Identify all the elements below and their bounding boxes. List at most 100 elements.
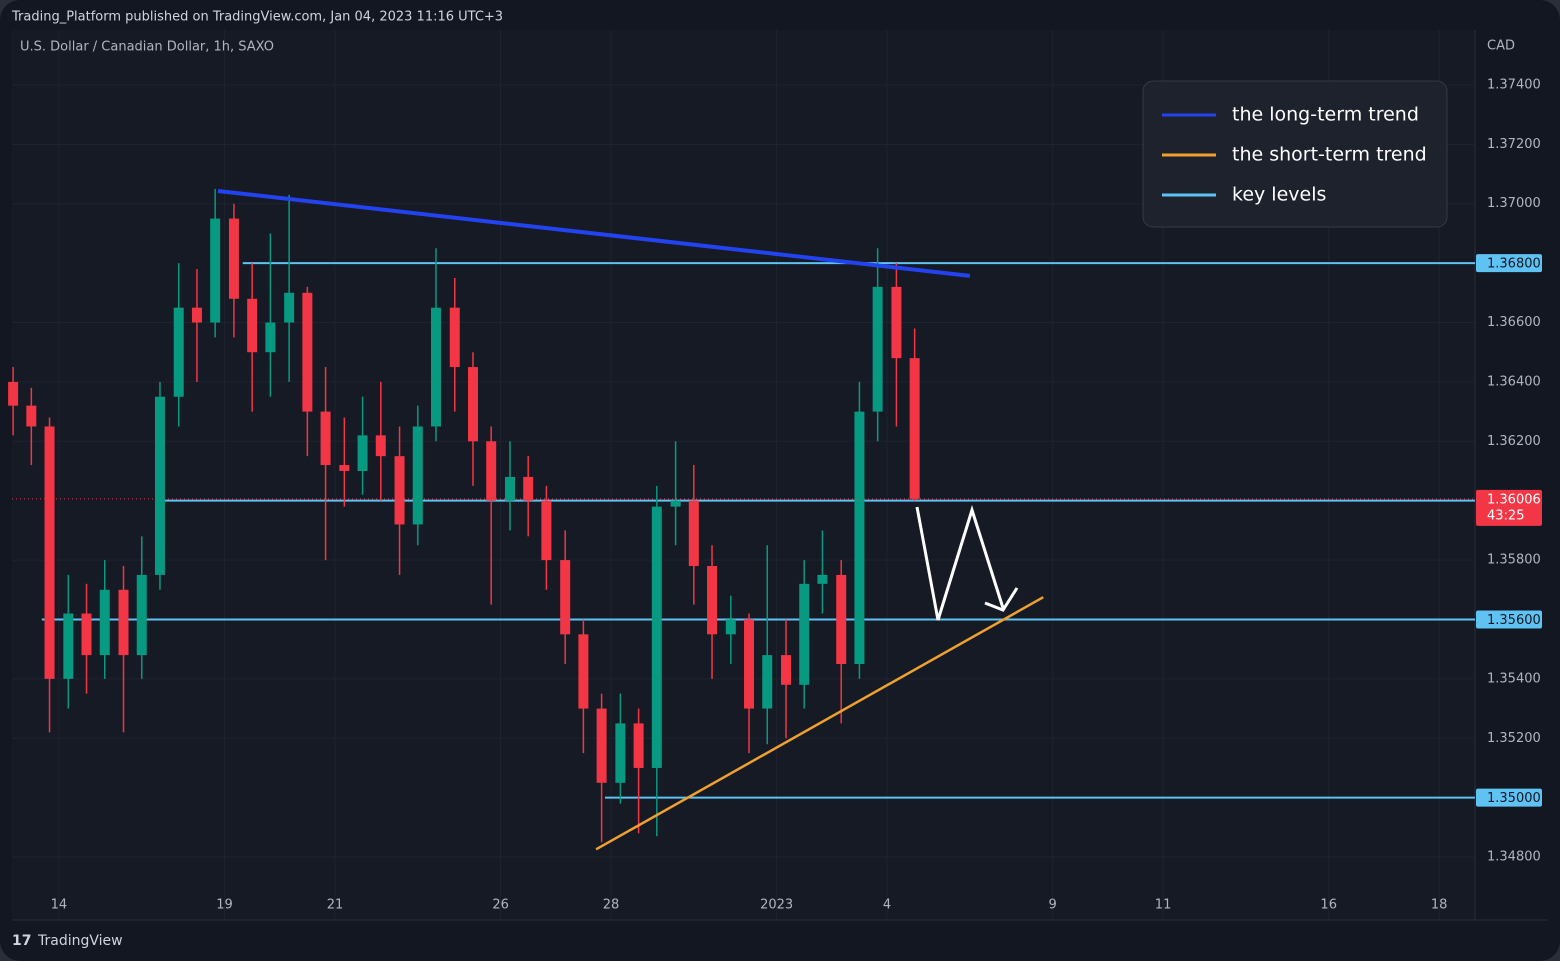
- trend-line: [217, 188, 971, 278]
- candle-body: [118, 589, 129, 656]
- y-tick-label: 1.37400: [1487, 77, 1541, 92]
- candle-body: [449, 307, 460, 368]
- candle-body: [725, 619, 736, 635]
- key-level-label: 1.35000: [1487, 791, 1541, 806]
- footer-brand: TradingView: [37, 933, 123, 949]
- x-tick-label: 9: [1049, 898, 1057, 913]
- candle-body: [357, 435, 368, 471]
- logo: 17: [12, 933, 31, 949]
- candle-body: [707, 566, 718, 635]
- publisher: Trading_Platform published on TradingVie…: [11, 10, 503, 25]
- candle-body: [504, 476, 515, 501]
- last-price-tag: [1476, 489, 1542, 526]
- candle-body: [228, 218, 239, 299]
- candle-body: [633, 723, 644, 768]
- candle-body: [615, 723, 626, 783]
- candle-body: [26, 405, 37, 427]
- y-axis-label: CAD: [1487, 39, 1515, 54]
- candle-body: [44, 426, 55, 679]
- candle-body: [339, 465, 350, 471]
- y-tick-label: 1.35400: [1487, 671, 1541, 686]
- candle-body: [560, 560, 571, 635]
- candle-body: [523, 476, 534, 501]
- countdown: 43:25: [1487, 508, 1524, 523]
- candle-body: [596, 708, 607, 783]
- candle-body: [799, 583, 810, 685]
- y-tick-label: 1.36200: [1487, 434, 1541, 449]
- candle-body: [781, 655, 792, 685]
- candle-body: [412, 426, 423, 525]
- chart-title: U.S. Dollar / Canadian Dollar, 1h, SAXO: [20, 40, 274, 55]
- key-level-tag: [1476, 788, 1542, 807]
- x-tick-label: 2023: [760, 898, 793, 913]
- candle-body: [320, 411, 331, 466]
- candle-body: [210, 218, 221, 323]
- candle-body: [302, 292, 313, 412]
- candle-body: [191, 307, 202, 323]
- trend-line: [595, 596, 1044, 851]
- candle-body: [744, 619, 755, 709]
- key-level-tag: [1476, 610, 1542, 629]
- candle-body: [909, 358, 920, 499]
- x-tick-label: 16: [1320, 898, 1337, 913]
- x-tick-label: 21: [327, 898, 344, 913]
- y-tick-label: 1.35800: [1487, 553, 1541, 568]
- legend-label: the short-term trend: [1232, 144, 1427, 166]
- key-level-label: 1.35600: [1487, 613, 1541, 628]
- legend-label: key levels: [1232, 184, 1326, 206]
- x-tick-label: 28: [603, 898, 620, 913]
- candle-body: [854, 411, 865, 665]
- x-tick-label: 11: [1155, 898, 1172, 913]
- y-tick-label: 1.37000: [1487, 196, 1541, 211]
- candle-body: [394, 456, 405, 525]
- candle-body: [836, 574, 847, 665]
- key-level-tag: [1476, 254, 1542, 273]
- arrow-head: [984, 587, 1019, 612]
- candle-body: [81, 613, 92, 656]
- candle-body: [467, 367, 478, 442]
- candle-body: [99, 589, 110, 656]
- x-tick-label: 26: [492, 898, 509, 913]
- candle-body: [872, 286, 883, 412]
- trend-lines: [217, 188, 1044, 851]
- candles: [8, 188, 920, 843]
- candle-body: [486, 441, 497, 501]
- candle-body: [578, 634, 589, 709]
- last-price-label: 1.36006: [1487, 492, 1541, 507]
- candle-body: [891, 286, 902, 359]
- axis: 14 19 21 26 28 2023 4 9 11 16 18 1.37400 1.37200 1.37…: [51, 77, 1542, 913]
- x-tick-label: 14: [51, 898, 68, 913]
- candle-body: [173, 307, 184, 397]
- candle-body: [8, 381, 19, 406]
- key-level-label: 1.36800: [1487, 257, 1541, 272]
- grid: [12, 30, 1475, 920]
- y-tick-label: 1.37200: [1487, 137, 1541, 152]
- candle-body: [136, 574, 147, 656]
- candle-body: [154, 396, 165, 575]
- candle-body: [670, 500, 681, 507]
- legend-label: the long-term trend: [1232, 104, 1419, 126]
- candle-body: [651, 506, 662, 768]
- legend: the long-term trend the short-term trend k…: [1162, 104, 1427, 206]
- candle-body: [284, 292, 295, 323]
- candle-body: [247, 298, 258, 353]
- candle-body: [541, 500, 552, 561]
- candle-body: [817, 574, 828, 584]
- candle-body: [375, 435, 386, 457]
- x-tick-label: 19: [216, 898, 233, 913]
- candle-body: [430, 307, 441, 427]
- y-tick-label: 1.35200: [1487, 731, 1541, 746]
- candle-body: [265, 322, 276, 353]
- candle-body: [688, 500, 699, 567]
- y-tick-label: 1.34800: [1487, 850, 1541, 865]
- candle-body: [63, 613, 74, 679]
- x-tick-label: 4: [883, 898, 891, 913]
- projection-arrow: [915, 504, 1005, 621]
- x-tick-label: 18: [1431, 898, 1448, 913]
- y-tick-label: 1.36600: [1487, 315, 1541, 330]
- legend-box: [1142, 80, 1448, 228]
- candle-body: [762, 655, 773, 709]
- y-tick-label: 1.36400: [1487, 374, 1541, 389]
